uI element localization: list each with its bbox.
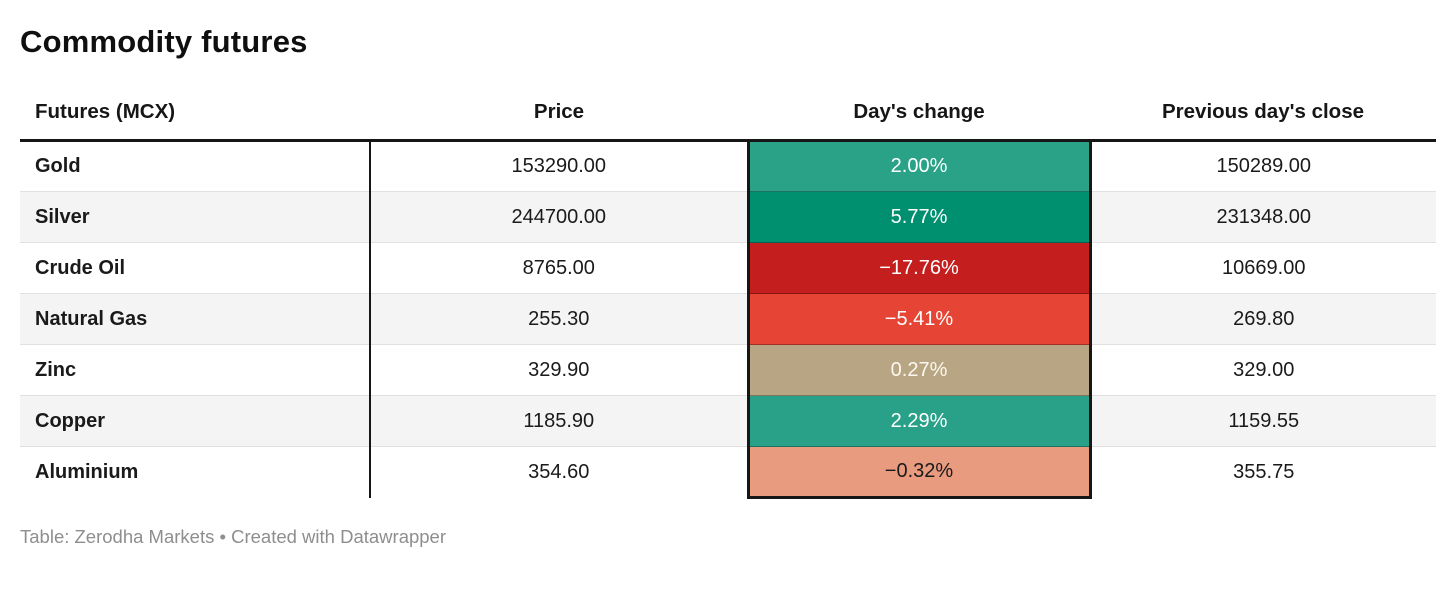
price-cell: 255.30 xyxy=(370,293,748,345)
table-row: Natural Gas 255.30 −5.41% 269.80 xyxy=(20,293,1436,345)
price-cell: 354.60 xyxy=(370,446,748,498)
days-change-cell: −5.41% xyxy=(746,293,1092,345)
commodity-futures-table: Futures (MCX) Price Day's change Previou… xyxy=(20,90,1436,499)
table-header: Futures (MCX) Price Day's change Previou… xyxy=(20,90,1436,142)
price-cell: 1185.90 xyxy=(370,395,748,447)
commodity-futures-widget: Commodity futures Futures (MCX) Price Da… xyxy=(20,24,1436,547)
prev-close-cell: 329.00 xyxy=(1090,344,1436,396)
days-change-cell: 2.29% xyxy=(746,395,1092,447)
futures-name-cell: Zinc xyxy=(20,344,371,396)
column-header-change: Day's change xyxy=(748,90,1090,142)
days-change-cell: −17.76% xyxy=(746,242,1092,294)
prev-close-cell: 150289.00 xyxy=(1216,155,1312,177)
prev-close-cell: 1159.55 xyxy=(1090,395,1436,447)
price-cell: 329.90 xyxy=(370,344,748,396)
futures-name-cell: Natural Gas xyxy=(20,293,371,345)
table-row: Gold 153290.00 2.00% 150289.00 xyxy=(20,140,1436,192)
table-row: Aluminium 354.60 −0.32% 355.75 xyxy=(20,446,1436,499)
days-change-cell: 2.00% xyxy=(746,140,1092,192)
prev-close-cell: 269.80 xyxy=(1090,293,1436,345)
table-row: Silver 244700.00 5.77% 231348.00 xyxy=(20,191,1436,243)
page-title: Commodity futures xyxy=(20,24,308,59)
table-body: Gold 153290.00 2.00% 150289.00 Silver 244700.… xyxy=(20,140,1436,499)
futures-name-cell: Copper xyxy=(20,395,371,447)
table-row: Crude Oil 8765.00 −17.76% 10669.00 xyxy=(20,242,1436,294)
prev-close-cell: 355.75 xyxy=(1090,446,1436,498)
prev-close-cell: 10669.00 xyxy=(1090,242,1436,294)
futures-name-cell: Aluminium xyxy=(20,446,371,498)
table-row: Zinc 329.90 0.27% 329.00 xyxy=(20,344,1436,396)
prev-close-cell: 231348.00 xyxy=(1090,191,1436,243)
column-header-futures: Futures (MCX) xyxy=(20,90,370,142)
column-header-prevclose: Previous day's close xyxy=(1090,90,1436,142)
price-cell: 244700.00 xyxy=(370,191,748,243)
days-change-cell: 0.27% xyxy=(746,344,1092,396)
futures-name-cell: Crude Oil xyxy=(20,242,371,294)
futures-name-cell: Gold xyxy=(20,140,371,192)
column-header-price: Price xyxy=(370,90,748,142)
days-change-cell: −0.32% xyxy=(746,446,1092,499)
futures-name-cell: Silver xyxy=(20,191,371,243)
price-cell: 153290.00 xyxy=(511,155,607,177)
price-cell: 8765.00 xyxy=(370,242,748,294)
days-change-cell: 5.77% xyxy=(746,191,1092,243)
table-row: Copper 1185.90 2.29% 1159.55 xyxy=(20,395,1436,447)
attribution-footer: Table: Zerodha Markets • Created with Da… xyxy=(20,526,447,547)
